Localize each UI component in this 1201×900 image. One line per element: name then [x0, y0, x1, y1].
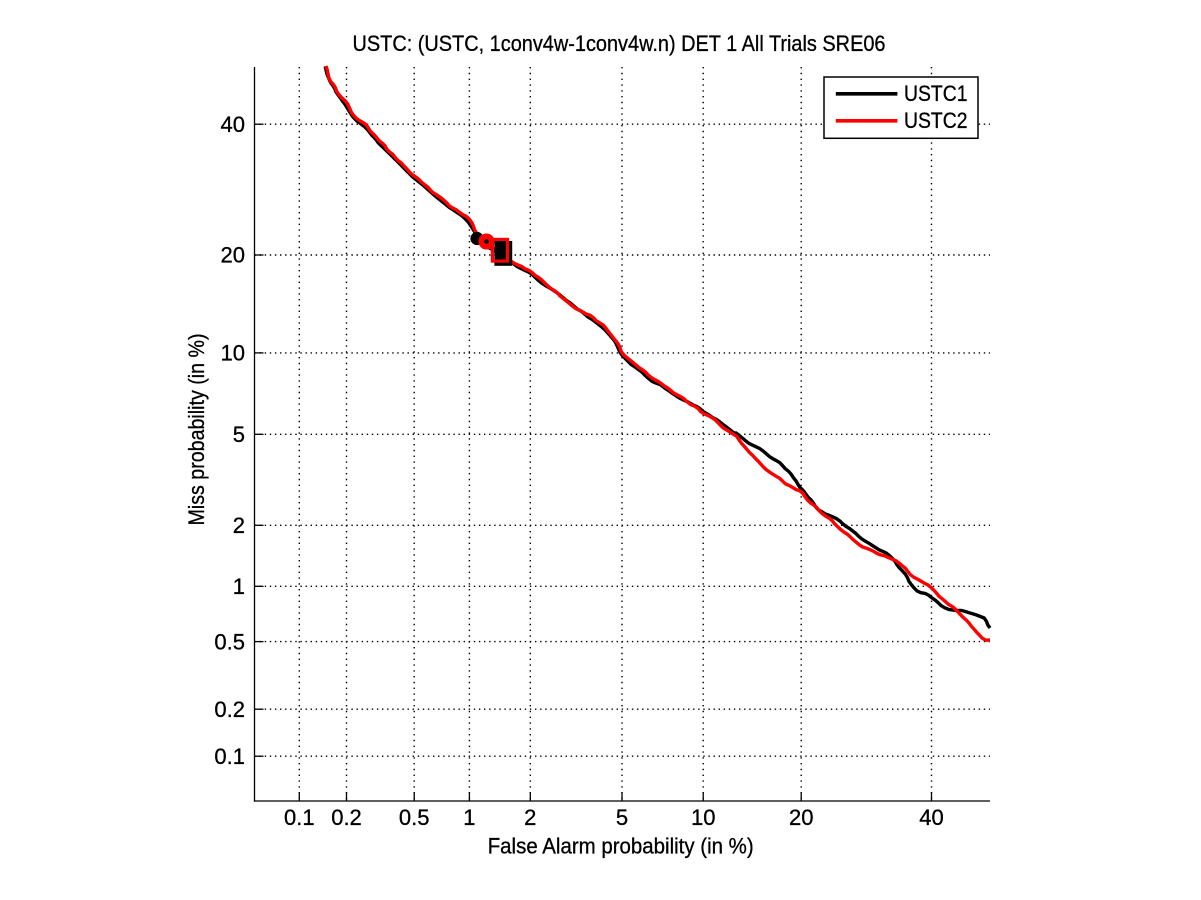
svg-text:2: 2	[524, 805, 536, 830]
svg-text:1: 1	[233, 574, 245, 599]
svg-text:Miss probability (in %): Miss probability (in %)	[184, 334, 209, 526]
svg-text:10: 10	[691, 805, 715, 830]
svg-text:0.1: 0.1	[284, 805, 315, 830]
svg-text:5: 5	[233, 422, 245, 447]
svg-text:0.5: 0.5	[214, 629, 245, 654]
svg-text:0.2: 0.2	[331, 805, 362, 830]
svg-text:10: 10	[221, 341, 245, 366]
svg-text:0.2: 0.2	[214, 697, 245, 722]
svg-text:20: 20	[789, 805, 813, 830]
svg-text:1: 1	[463, 805, 475, 830]
svg-text:2: 2	[233, 513, 245, 538]
svg-text:0.5: 0.5	[399, 805, 430, 830]
svg-text:USTC: (USTC, 1conv4w-1conv4w.n: USTC: (USTC, 1conv4w-1conv4w.n) DET 1 Al…	[353, 31, 886, 56]
svg-text:False Alarm probability (in %): False Alarm probability (in %)	[488, 833, 754, 858]
svg-text:40: 40	[919, 805, 943, 830]
svg-text:0.1: 0.1	[214, 744, 245, 769]
svg-text:20: 20	[221, 243, 245, 268]
svg-text:5: 5	[616, 805, 628, 830]
svg-text:40: 40	[221, 112, 245, 137]
svg-text:USTC2: USTC2	[904, 108, 968, 133]
svg-text:USTC1: USTC1	[904, 81, 968, 106]
